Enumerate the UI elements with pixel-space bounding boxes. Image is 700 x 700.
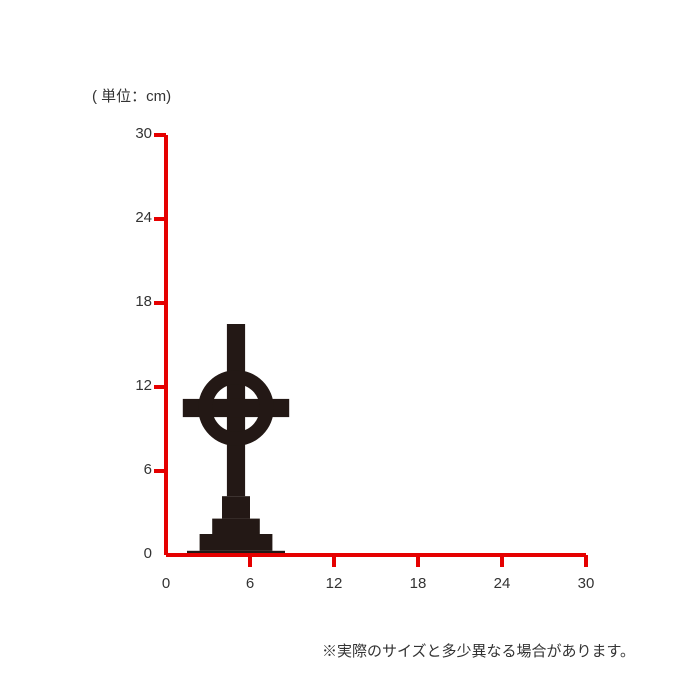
footnote: ※実際のサイズと多少異なる場合があります。 [322,640,635,661]
y-tick-label: 12 [122,377,152,394]
y-tick-label: 18 [122,293,152,310]
y-tick-label: 30 [122,125,152,142]
size-chart [0,0,700,700]
x-tick-label: 18 [403,575,433,592]
y-tick-label: 0 [122,545,152,562]
page: ( 単位：cm) 00661212181824243030 ※実際のサイズと多少… [0,0,700,700]
y-tick-label: 6 [122,461,152,478]
x-tick-label: 24 [487,575,517,592]
x-tick-label: 12 [319,575,349,592]
x-tick-label: 6 [235,575,265,592]
celtic-cross-silhouette [183,324,289,555]
x-tick-label: 30 [571,575,601,592]
y-tick-label: 24 [122,209,152,226]
x-tick-label: 0 [151,575,181,592]
